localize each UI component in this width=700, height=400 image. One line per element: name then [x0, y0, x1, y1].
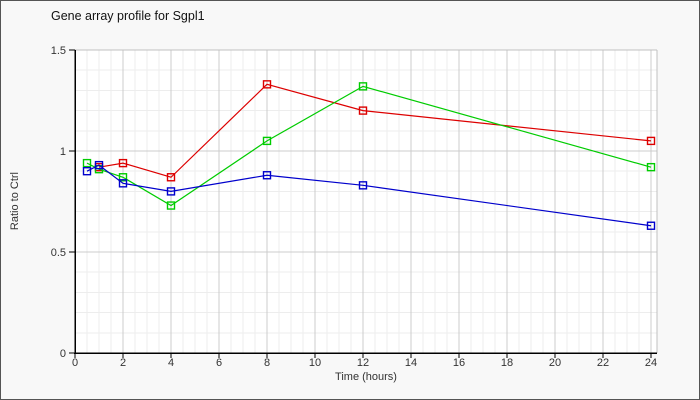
y-tick-label: 1.5	[51, 45, 66, 57]
series-blue-marker	[262, 171, 272, 180]
series-blue-marker	[358, 181, 368, 190]
series-green-marker	[166, 201, 176, 210]
series-green-marker	[646, 162, 656, 172]
x-tick-label: 8	[264, 357, 270, 369]
series-blue-marker	[118, 179, 128, 188]
series-green-marker	[118, 173, 128, 182]
x-tick-label: 0	[72, 357, 78, 369]
x-tick-label: 14	[405, 357, 417, 369]
y-tick-label: 1	[60, 146, 66, 158]
x-tick-label: 20	[549, 357, 561, 369]
series-red-marker	[262, 80, 272, 89]
x-tick-label: 24	[645, 357, 657, 369]
series-blue-marker	[166, 187, 176, 196]
chart-title: Gene array profile for Sgpl1	[51, 9, 205, 23]
x-tick-label: 10	[309, 357, 321, 369]
y-tick-label: 0	[60, 348, 66, 360]
x-tick-label: 22	[597, 357, 609, 369]
series-red-marker	[646, 136, 656, 146]
series-red-marker	[358, 106, 368, 115]
series-blue-marker	[94, 160, 104, 170]
x-tick-label: 6	[216, 357, 222, 369]
series-blue-marker	[646, 221, 656, 230]
x-tick-label: 4	[168, 357, 174, 369]
plot-area	[75, 50, 657, 353]
series-blue-line	[86, 164, 652, 227]
series-green-marker	[262, 136, 272, 146]
y-tick-label: 0.5	[51, 247, 66, 259]
x-tick-label: 12	[357, 357, 369, 369]
series-green-marker	[82, 158, 92, 168]
series-blue-marker	[82, 166, 92, 176]
x-tick-label: 16	[453, 357, 465, 369]
series-red-marker	[118, 158, 128, 168]
series-green-marker	[358, 82, 368, 91]
x-tick-label: 2	[120, 357, 126, 369]
series-red-marker	[166, 173, 176, 182]
x-tick-label: 18	[501, 357, 513, 369]
x-axis-label: Time (hours)	[335, 371, 397, 383]
